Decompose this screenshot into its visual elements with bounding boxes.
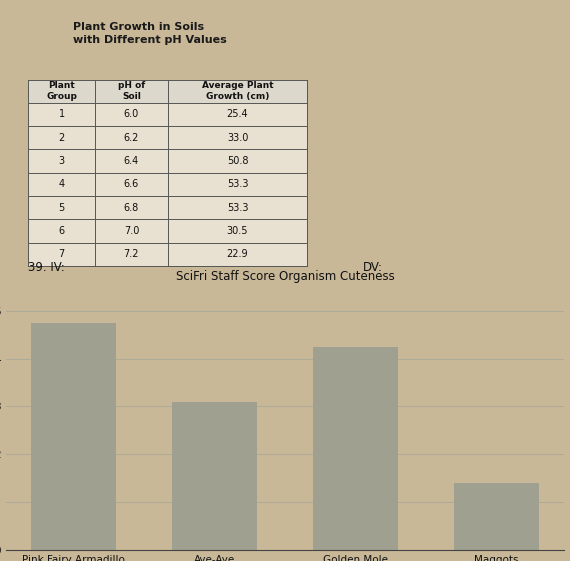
- Text: 53.3: 53.3: [227, 180, 249, 190]
- Bar: [28, 103, 307, 126]
- Text: 6.2: 6.2: [124, 133, 139, 143]
- Text: DV:: DV:: [363, 261, 383, 274]
- Bar: [454, 483, 539, 550]
- Bar: [28, 173, 307, 196]
- Bar: [28, 196, 307, 219]
- Text: 50.8: 50.8: [227, 156, 249, 166]
- Text: 7.0: 7.0: [124, 226, 139, 236]
- Text: 6.4: 6.4: [124, 156, 139, 166]
- Text: 53.3: 53.3: [227, 203, 249, 213]
- Title: SciFri Staff Score Organism Cuteness: SciFri Staff Score Organism Cuteness: [176, 270, 394, 283]
- Text: Plant
Group: Plant Group: [46, 81, 77, 101]
- Text: 3: 3: [59, 156, 64, 166]
- Text: 1: 1: [59, 109, 64, 119]
- Text: 25.4: 25.4: [227, 109, 249, 119]
- Bar: [28, 219, 307, 243]
- Bar: [28, 126, 307, 149]
- Bar: [313, 347, 398, 550]
- Text: 7: 7: [59, 250, 64, 259]
- Text: 22.9: 22.9: [227, 250, 249, 259]
- Bar: [28, 80, 307, 103]
- Text: Plant Growth in Soils
with Different pH Values: Plant Growth in Soils with Different pH …: [73, 22, 226, 45]
- Text: 4: 4: [59, 180, 64, 190]
- Text: 7.2: 7.2: [124, 250, 139, 259]
- Text: Average Plant
Growth (cm): Average Plant Growth (cm): [202, 81, 274, 101]
- Bar: [172, 402, 257, 550]
- Text: pH of
Soil: pH of Soil: [118, 81, 145, 101]
- Bar: [31, 323, 116, 550]
- Text: 5: 5: [59, 203, 64, 213]
- Text: 2: 2: [59, 133, 64, 143]
- Bar: [28, 149, 307, 173]
- Text: 6.6: 6.6: [124, 180, 139, 190]
- Text: 6.0: 6.0: [124, 109, 139, 119]
- Text: 6.8: 6.8: [124, 203, 139, 213]
- Text: 39. IV:: 39. IV:: [28, 261, 65, 274]
- Bar: [28, 243, 307, 266]
- Text: 33.0: 33.0: [227, 133, 248, 143]
- Text: 6: 6: [59, 226, 64, 236]
- Text: 30.5: 30.5: [227, 226, 249, 236]
